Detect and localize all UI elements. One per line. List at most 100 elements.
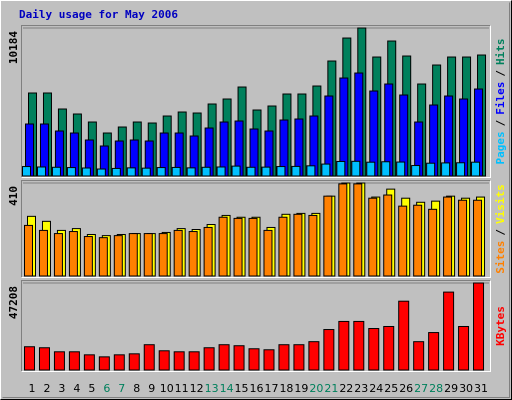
plot-edge bbox=[21, 25, 491, 178]
bar bbox=[411, 165, 421, 177]
bar bbox=[443, 291, 455, 371]
x-tick-label: 13 bbox=[205, 382, 219, 395]
bar bbox=[263, 349, 275, 371]
bar bbox=[426, 162, 436, 177]
bar bbox=[413, 204, 423, 277]
x-tick-label: 4 bbox=[73, 382, 80, 395]
bar bbox=[248, 217, 258, 277]
bar bbox=[126, 167, 136, 177]
legend-entry: KBytes bbox=[494, 306, 507, 346]
x-tick-label: 3 bbox=[58, 382, 65, 395]
bar bbox=[261, 166, 271, 177]
bar bbox=[308, 214, 318, 277]
legend-separator: / bbox=[494, 70, 507, 77]
bar bbox=[458, 199, 468, 277]
plot-edge bbox=[21, 25, 491, 178]
x-tick-label: 9 bbox=[148, 382, 155, 395]
bar bbox=[368, 197, 378, 277]
bar bbox=[306, 165, 316, 177]
x-tick-label: 1 bbox=[29, 382, 36, 395]
bar bbox=[443, 196, 453, 277]
bar bbox=[68, 351, 80, 371]
bar bbox=[188, 351, 200, 371]
bar bbox=[203, 226, 213, 277]
bar bbox=[218, 344, 230, 371]
bar bbox=[111, 167, 121, 177]
bar bbox=[24, 346, 35, 371]
bar bbox=[38, 347, 50, 371]
bar bbox=[173, 351, 185, 371]
bar bbox=[51, 166, 61, 177]
bar bbox=[278, 216, 288, 277]
legend-entry: Visits bbox=[494, 184, 507, 224]
plot-edge bbox=[21, 180, 491, 278]
bar bbox=[471, 161, 481, 177]
y-tick-label: 47208 bbox=[7, 286, 20, 319]
x-tick-label: 30 bbox=[459, 382, 473, 395]
bar bbox=[381, 161, 391, 177]
bar bbox=[338, 320, 350, 371]
x-tick-label: 22 bbox=[339, 382, 353, 395]
x-tick-label: 28 bbox=[429, 382, 443, 395]
plot-edge bbox=[21, 280, 491, 372]
bar bbox=[128, 353, 140, 371]
bar bbox=[81, 167, 91, 177]
x-tick-label: 17 bbox=[264, 382, 278, 395]
x-tick-label: 16 bbox=[250, 382, 264, 395]
bar bbox=[24, 224, 33, 277]
x-tick-label: 2 bbox=[43, 382, 50, 395]
bar bbox=[98, 356, 110, 371]
x-tick-label: 10 bbox=[160, 382, 174, 395]
bar bbox=[293, 344, 305, 371]
bar bbox=[263, 229, 273, 277]
legend-entry: Sites bbox=[494, 241, 507, 274]
bar bbox=[216, 166, 226, 177]
bar bbox=[171, 166, 181, 177]
bar bbox=[246, 166, 256, 177]
bar bbox=[413, 341, 425, 371]
bar bbox=[231, 165, 241, 177]
bar bbox=[321, 163, 331, 177]
bar bbox=[353, 320, 365, 371]
bar bbox=[38, 229, 48, 277]
x-tick-label: 8 bbox=[133, 382, 140, 395]
bar bbox=[383, 325, 395, 371]
y-tick-label: 410 bbox=[7, 186, 20, 206]
x-tick-label: 25 bbox=[384, 382, 398, 395]
legend: KBytes bbox=[494, 306, 507, 346]
bar bbox=[458, 325, 470, 371]
bar bbox=[338, 183, 348, 277]
plot-edge bbox=[21, 180, 491, 278]
legend: Sites / Visits bbox=[494, 184, 507, 274]
bar bbox=[66, 167, 76, 177]
x-tick-label: 26 bbox=[399, 382, 413, 395]
bar bbox=[473, 199, 483, 277]
bar bbox=[233, 345, 245, 371]
bar bbox=[248, 348, 260, 371]
bar bbox=[354, 72, 364, 177]
bar bbox=[308, 341, 320, 371]
bar bbox=[201, 166, 211, 177]
legend-separator: / bbox=[494, 229, 507, 236]
x-tick-label: 31 bbox=[474, 382, 488, 395]
legend: Pages / Files / Hits bbox=[494, 39, 507, 165]
x-tick-label: 11 bbox=[175, 382, 189, 395]
x-tick-label: 20 bbox=[309, 382, 323, 395]
bar bbox=[276, 166, 286, 177]
bar bbox=[398, 205, 408, 277]
bar bbox=[53, 233, 63, 277]
legend-separator: / bbox=[494, 119, 507, 126]
bar bbox=[113, 235, 123, 277]
bar bbox=[278, 344, 290, 371]
x-tick-label: 14 bbox=[220, 382, 234, 395]
y-tick-label: 10184 bbox=[7, 31, 20, 64]
bar bbox=[473, 282, 485, 371]
bar bbox=[188, 231, 198, 277]
bar bbox=[158, 350, 170, 371]
bar bbox=[113, 354, 125, 371]
bar bbox=[143, 233, 153, 277]
bar bbox=[366, 161, 376, 177]
bar bbox=[143, 344, 155, 371]
bar bbox=[141, 167, 151, 177]
